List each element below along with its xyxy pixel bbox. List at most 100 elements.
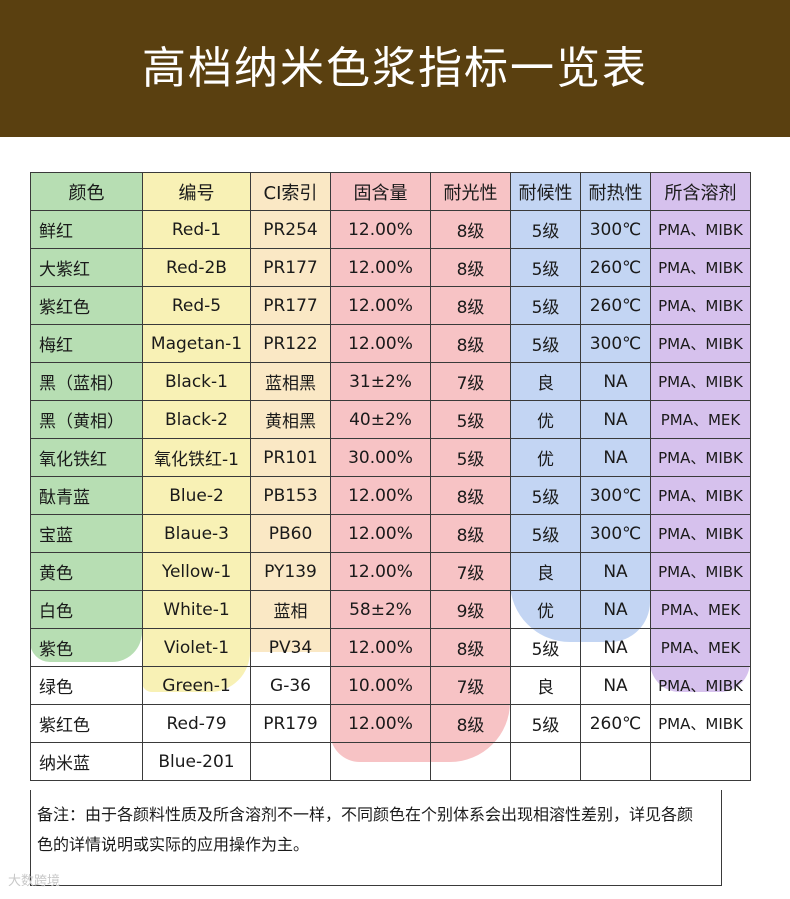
- cell-solvents: PMA、MIBK: [650, 248, 751, 287]
- table-row: 大紫红 Red-2B PR177 12.00% 8级 5级 260℃ PMA、MIBK: [30, 248, 751, 287]
- table-row: 梅红 Magetan-1 PR122 12.00% 8级 5级 300℃ PMA、MIBK: [30, 324, 751, 363]
- cell-ci-index: PV34: [250, 628, 331, 667]
- cell-ci-index: PB153: [250, 476, 331, 515]
- cell-solvents: PMA、MIBK: [650, 324, 751, 363]
- cell-lightfastness: 8级: [430, 628, 511, 667]
- cell-weather-resistance: [510, 742, 581, 781]
- cell-ci-index: 黄相黑: [250, 400, 331, 439]
- cell-ci-index: PR254: [250, 210, 331, 249]
- cell-color: 紫红色: [30, 286, 143, 325]
- pigment-index-table: 颜色 编号 CI索引 固含量 耐光性 耐候性 耐热性 所含溶剂 鲜红 Red-1 P…: [30, 172, 751, 781]
- cell-weather-resistance: 优: [510, 590, 581, 629]
- cell-solid-content: 12.00%: [330, 248, 431, 287]
- cell-solid-content: 12.00%: [330, 514, 431, 553]
- table-row: 酞青蓝 Blue-2 PB153 12.00% 8级 5级 300℃ PMA、MIBK: [30, 476, 751, 515]
- cell-weather-resistance: 5级: [510, 476, 581, 515]
- cell-ci-index: 蓝相黑: [250, 362, 331, 401]
- cell-solvents: PMA、MIBK: [650, 362, 751, 401]
- cell-ci-index: PB60: [250, 514, 331, 553]
- table-header-row: 颜色 编号 CI索引 固含量 耐光性 耐候性 耐热性 所含溶剂: [30, 172, 751, 211]
- table-row: 绿色 Green-1 G-36 10.00% 7级良 NA PMA、MIBK: [30, 666, 751, 705]
- cell-solvents: PMA、MIBK: [650, 514, 751, 553]
- header-solid-content: 固含量: [330, 172, 431, 211]
- table-row: 紫色 Violet-1 PV34 12.00% 8级 5级 NA PMA、MEK: [30, 628, 751, 667]
- cell-lightfastness: 9级: [430, 590, 511, 629]
- cell-ci-index: PR101: [250, 438, 331, 477]
- cell-ci-index: PY139: [250, 552, 331, 591]
- cell-solid-content: 12.00%: [330, 286, 431, 325]
- cell-solvents: PMA、MIBK: [650, 704, 751, 743]
- table-row: 黑（蓝相） Black-1 蓝相黑 31±2% 7级良 NA PMA、MIBK: [30, 362, 751, 401]
- table-row: 白色 White-1 蓝相 58±2% 9级优 NA PMA、MEK: [30, 590, 751, 629]
- cell-ci-index: PR177: [250, 286, 331, 325]
- table-row: 氧化铁红 氧化铁红-1 PR101 30.00% 5级优 NA PMA、MIBK: [30, 438, 751, 477]
- cell-lightfastness: 8级: [430, 210, 511, 249]
- cell-code: White-1: [142, 590, 251, 629]
- cell-code: Blue-2: [142, 476, 251, 515]
- cell-lightfastness: 5级: [430, 438, 511, 477]
- cell-heat-resistance: 300℃: [580, 210, 651, 249]
- header-lightfastness: 耐光性: [430, 172, 511, 211]
- cell-color: 紫色: [30, 628, 143, 667]
- header-color: 颜色: [30, 172, 143, 211]
- cell-heat-resistance: 260℃: [580, 704, 651, 743]
- title-banner: 高档纳米色浆指标一览表: [0, 0, 790, 137]
- header-solvents: 所含溶剂: [650, 172, 751, 211]
- cell-solid-content: 12.00%: [330, 552, 431, 591]
- cell-weather-resistance: 良: [510, 666, 581, 705]
- cell-weather-resistance: 5级: [510, 248, 581, 287]
- cell-color: 紫红色: [30, 704, 143, 743]
- cell-lightfastness: 7级: [430, 552, 511, 591]
- cell-code: Blaue-3: [142, 514, 251, 553]
- cell-weather-resistance: 5级: [510, 286, 581, 325]
- cell-ci-index: 蓝相: [250, 590, 331, 629]
- table-body: 鲜红 Red-1 PR254 12.00% 8级 5级 300℃ PMA、MIBK 大紫红 Red…: [30, 210, 751, 781]
- cell-code: Black-2: [142, 400, 251, 439]
- cell-ci-index: [250, 742, 331, 781]
- cell-color: 梅红: [30, 324, 143, 363]
- cell-code: 氧化铁红-1: [142, 438, 251, 477]
- cell-weather-resistance: 5级: [510, 210, 581, 249]
- cell-solid-content: 12.00%: [330, 324, 431, 363]
- cell-solid-content: 58±2%: [330, 590, 431, 629]
- cell-solid-content: 30.00%: [330, 438, 431, 477]
- cell-code: Green-1: [142, 666, 251, 705]
- cell-color: 黑（黄相）: [30, 400, 143, 439]
- cell-lightfastness: 8级: [430, 514, 511, 553]
- cell-heat-resistance: [580, 742, 651, 781]
- cell-heat-resistance: 260℃: [580, 286, 651, 325]
- cell-code: Magetan-1: [142, 324, 251, 363]
- cell-solvents: PMA、MEK: [650, 628, 751, 667]
- header-code: 编号: [142, 172, 251, 211]
- page-title: 高档纳米色浆指标一览表: [142, 43, 648, 94]
- cell-solvents: PMA、MIBK: [650, 666, 751, 705]
- cell-weather-resistance: 5级: [510, 704, 581, 743]
- cell-color: 白色: [30, 590, 143, 629]
- cell-ci-index: PR179: [250, 704, 331, 743]
- cell-heat-resistance: NA: [580, 400, 651, 439]
- cell-solvents: PMA、MEK: [650, 590, 751, 629]
- cell-lightfastness: 8级: [430, 248, 511, 287]
- table-row: 鲜红 Red-1 PR254 12.00% 8级 5级 300℃ PMA、MIBK: [30, 210, 751, 249]
- cell-color: 大紫红: [30, 248, 143, 287]
- remark-note: 备注：由于各颜料性质及所含溶剂不一样，不同颜色在个别体系会出现相溶性差别，详见各…: [30, 790, 722, 886]
- cell-color: 黄色: [30, 552, 143, 591]
- cell-heat-resistance: NA: [580, 362, 651, 401]
- cell-solvents: [650, 742, 751, 781]
- cell-solvents: PMA、MIBK: [650, 438, 751, 477]
- cell-heat-resistance: 300℃: [580, 514, 651, 553]
- table-row: 紫红色 Red-5 PR177 12.00% 8级 5级 260℃ PMA、MIBK: [30, 286, 751, 325]
- cell-weather-resistance: 优: [510, 438, 581, 477]
- cell-code: Yellow-1: [142, 552, 251, 591]
- cell-lightfastness: 8级: [430, 704, 511, 743]
- cell-solid-content: 40±2%: [330, 400, 431, 439]
- cell-color: 鲜红: [30, 210, 143, 249]
- cell-weather-resistance: 良: [510, 552, 581, 591]
- cell-heat-resistance: NA: [580, 666, 651, 705]
- cell-solvents: PMA、MIBK: [650, 286, 751, 325]
- header-ci-index: CI索引: [250, 172, 331, 211]
- cell-weather-resistance: 优: [510, 400, 581, 439]
- cell-heat-resistance: 300℃: [580, 476, 651, 515]
- cell-solid-content: 12.00%: [330, 210, 431, 249]
- cell-heat-resistance: NA: [580, 628, 651, 667]
